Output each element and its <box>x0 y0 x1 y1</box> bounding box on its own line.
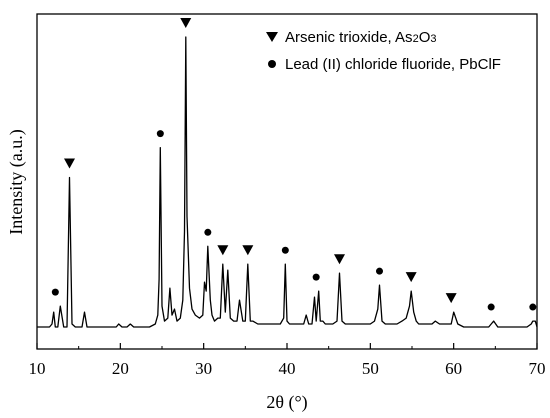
legend-entry-lead-chloride-fluoride: Lead (II) chloride fluoride, PbClF <box>285 56 501 73</box>
x-tick-labels: 10 20 30 40 50 60 70 <box>29 359 546 378</box>
lead-chloride-fluoride-peak-marker <box>487 303 495 311</box>
legend-formula-o: O <box>419 29 431 46</box>
tick-marks <box>36 343 538 349</box>
arsenic-trioxide-peak-marker <box>445 293 457 304</box>
x-tick-label-70: 70 <box>529 359 546 378</box>
lead-chloride-fluoride-peak-marker <box>376 267 383 275</box>
lead-chloride-fluoride-peak-marker <box>156 130 164 138</box>
legend-formula-subscript-3: 3 <box>430 33 436 45</box>
legend-triangle-icon <box>266 32 278 42</box>
arsenic-trioxide-peak-marker <box>180 18 192 28</box>
arsenic-trioxide-peak-marker <box>64 158 75 169</box>
diffraction-pattern-line <box>37 36 538 328</box>
legend-entry-arsenic-trioxide: Arsenic trioxide, As2O3 <box>285 29 436 46</box>
legend: Arsenic trioxide, As2O3 Lead (II) chlori… <box>266 29 501 73</box>
x-tick-label-10: 10 <box>29 359 46 378</box>
lead-chloride-fluoride-peak-marker <box>281 246 289 254</box>
x-tick-label-30: 30 <box>195 359 212 378</box>
x-tick-label-40: 40 <box>279 359 296 378</box>
x-tick-label-60: 60 <box>445 359 462 378</box>
arsenic-trioxide-peak-marker <box>217 245 229 256</box>
peak-markers <box>51 18 537 311</box>
arsenic-trioxide-peak-marker <box>242 245 254 256</box>
lead-chloride-fluoride-peak-marker <box>312 273 320 281</box>
arsenic-trioxide-peak-marker <box>334 254 345 265</box>
legend-formula-subscript-2: 2 <box>413 33 419 45</box>
x-tick-label-20: 20 <box>112 359 129 378</box>
lead-chloride-fluoride-peak-marker <box>529 303 537 311</box>
legend-circle-icon <box>268 60 276 68</box>
lead-chloride-fluoride-peak-marker <box>51 288 59 296</box>
y-axis-title: Intensity (a.u.) <box>6 129 27 234</box>
arsenic-trioxide-peak-marker <box>405 272 417 283</box>
lead-chloride-fluoride-peak-marker <box>204 228 212 236</box>
x-tick-label-50: 50 <box>362 359 379 378</box>
legend-entry-arsenic-name: Arsenic trioxide, As <box>285 29 413 46</box>
x-axis-title: 2θ (°) <box>266 392 307 413</box>
